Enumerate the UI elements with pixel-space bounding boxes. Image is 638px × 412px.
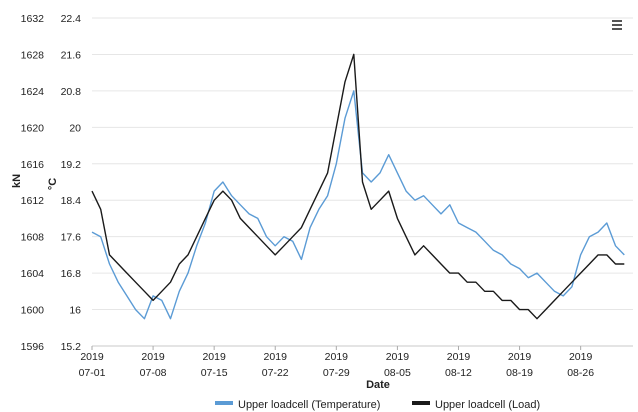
y-left-tick-label: 1624	[21, 86, 45, 98]
series-line-load	[91, 53, 625, 320]
x-tick-label-year: 2019	[569, 351, 593, 363]
legend-label-temperature: Upper loadcell (Temperature)	[238, 399, 380, 411]
x-tick-label-year: 2019	[508, 351, 532, 363]
x-tick-label-year: 2019	[325, 351, 349, 363]
legend-swatch-temperature	[215, 401, 233, 405]
y-right-tick-label: 21.6	[61, 49, 82, 61]
legend-label-load: Upper loadcell (Load)	[435, 399, 540, 411]
x-tick-label-year: 2019	[202, 351, 226, 363]
x-tick-label-date: 08-19	[506, 367, 533, 379]
y-left-tick-label: 1632	[21, 13, 45, 25]
legend-item-temperature[interactable]: Upper loadcell (Temperature)	[215, 399, 380, 411]
legend: Upper loadcell (Temperature) Upper loadc…	[215, 399, 540, 411]
x-tick-label-date: 07-01	[79, 367, 106, 379]
y-right-tick-label: 19.2	[61, 159, 82, 171]
y-left-tick-label: 1608	[21, 232, 45, 244]
legend-swatch-load	[412, 401, 430, 405]
left-axis: 1596 1600 1604 1608 1612 1616 1620 1624 1628 1632	[21, 13, 45, 353]
y-left-tick-label: 1628	[21, 49, 45, 61]
y-right-axis-title: °C	[47, 178, 59, 190]
y-right-tick-label: 15.2	[61, 341, 82, 353]
y-left-tick-label: 1596	[21, 341, 45, 353]
x-tick-label-year: 2019	[264, 351, 288, 363]
y-right-tick-label: 16	[69, 305, 81, 317]
y-right-tick-label: 20.8	[61, 86, 82, 98]
y-left-tick-label: 1620	[21, 122, 45, 134]
y-right-tick-label: 16.8	[61, 268, 82, 280]
y-right-tick-label: 18.4	[61, 195, 82, 207]
legend-item-load[interactable]: Upper loadcell (Load)	[412, 399, 540, 411]
x-tick-label-date: 07-29	[323, 367, 350, 379]
y-left-tick-label: 1600	[21, 305, 45, 317]
y-right-tick-label: 17.6	[61, 232, 82, 244]
x-tick-label-date: 08-05	[384, 367, 411, 379]
menu-icon[interactable]	[612, 20, 622, 30]
series-line-temperature	[91, 90, 625, 320]
y-left-tick-label: 1616	[21, 159, 45, 171]
y-left-tick-label: 1612	[21, 195, 45, 207]
grid-layer	[92, 17, 633, 347]
x-tick-label-year: 2019	[386, 351, 410, 363]
x-axis: 2019 07-01 2019 07-08 2019 07-15 2019 07-22 2019…	[79, 346, 594, 379]
y-left-axis-title: kN	[11, 174, 23, 188]
y-right-tick-label: 22.4	[61, 13, 82, 25]
x-tick-label-date: 08-26	[567, 367, 594, 379]
series-layer	[91, 53, 625, 320]
x-tick-label-year: 2019	[80, 351, 104, 363]
x-tick-label-date: 07-22	[262, 367, 289, 379]
x-axis-title: Date	[366, 379, 390, 391]
x-tick-label-date: 08-12	[445, 367, 472, 379]
x-tick-label-year: 2019	[141, 351, 165, 363]
y-right-tick-label: 20	[69, 122, 81, 134]
x-tick-label-date: 07-15	[201, 367, 228, 379]
x-tick-label-year: 2019	[447, 351, 471, 363]
right-axis: 15.2 16 16.8 17.6 18.4 19.2 20 20.8 21.6 22.4	[61, 13, 82, 353]
y-left-tick-label: 1604	[21, 268, 45, 280]
x-tick-label-date: 07-08	[140, 367, 167, 379]
